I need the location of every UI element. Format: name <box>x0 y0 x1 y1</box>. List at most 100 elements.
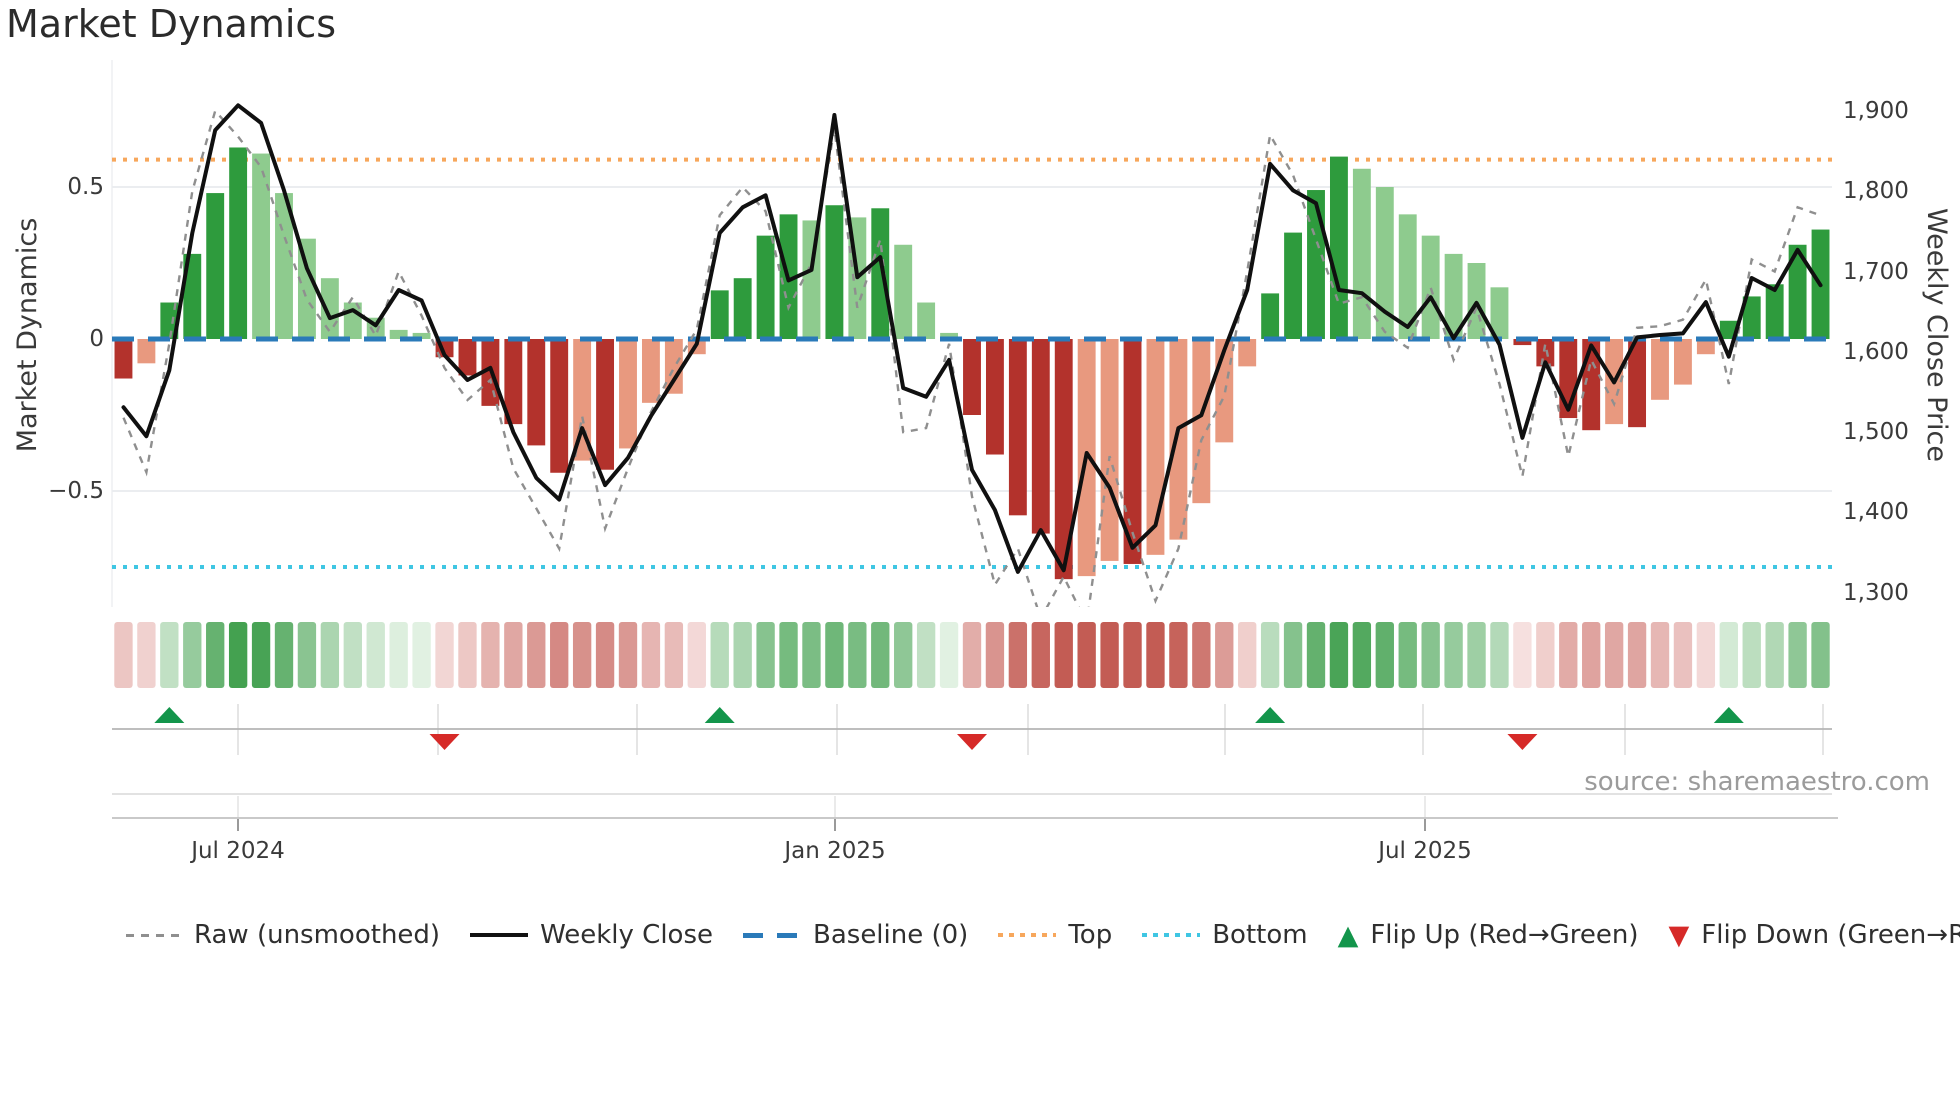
legend-item-6[interactable]: ▼ Flip Down (Green→Red) <box>1669 920 1960 950</box>
heatmap-cell-week59 <box>1444 622 1463 688</box>
heatmap-cell-week36 <box>916 622 936 688</box>
oscillator-bar-week13 <box>389 329 408 339</box>
oscillator-bar-week50 <box>1238 339 1257 367</box>
oscillator-bar-week37 <box>940 332 959 339</box>
heatmap-cell-week72 <box>1742 622 1761 688</box>
oscillator-bar-week24 <box>641 339 660 403</box>
flip-down-marker-0 <box>429 734 460 750</box>
oscillator-bar-week69 <box>1673 339 1692 385</box>
heatmap-cell-week74 <box>1788 622 1807 688</box>
heatmap-cell-week11 <box>343 622 362 688</box>
oscillator-bar-week56 <box>1375 187 1394 339</box>
flip-up-marker-2 <box>1255 707 1286 723</box>
oscillator-bar-week6 <box>229 147 248 339</box>
heatmap-cell-week13 <box>389 622 408 688</box>
oscillator-bar-week25 <box>664 339 683 394</box>
oscillator-bar-week57 <box>1398 214 1417 339</box>
heatmap-cell-week2 <box>137 622 156 688</box>
oscillator-bar-week52 <box>1284 232 1303 339</box>
oscillator-bar-week22 <box>596 339 615 470</box>
heatmap-cell-week73 <box>1765 622 1784 688</box>
close-line-swatch-icon <box>470 933 529 937</box>
heatmap-cell-week37 <box>939 622 959 688</box>
flip-down-marker-2 <box>1507 734 1538 750</box>
heatmap-cell-week16 <box>458 622 477 688</box>
heatmap-cell-week28 <box>733 622 752 688</box>
heatmap-cell-week62 <box>1513 622 1532 688</box>
oscillator-bar-week28 <box>733 278 752 339</box>
oscillator-bar-week21 <box>573 339 592 461</box>
heatmap-cell-week42 <box>1054 622 1073 688</box>
oscillator-bar-week16 <box>458 339 477 376</box>
oscillator-bar-week4 <box>183 253 202 339</box>
legend-item-3[interactable]: Top <box>998 920 1112 950</box>
heatmap-cell-week43 <box>1077 622 1096 688</box>
legend-item-5[interactable]: ▲ Flip Up (Red→Green) <box>1338 920 1639 950</box>
heatmap-cell-week63 <box>1536 622 1555 688</box>
oscillator-bar-week45 <box>1123 339 1142 564</box>
heatmap-cell-week33 <box>848 622 867 688</box>
heatmap-cell-week60 <box>1467 622 1486 688</box>
oscillator-bar-week44 <box>1100 339 1119 561</box>
heatmap-cell-week14 <box>412 622 431 688</box>
legend-item-0[interactable]: Raw (unsmoothed) <box>126 920 440 950</box>
heatmap-cell-week7 <box>251 622 271 688</box>
heatmap-cell-week48 <box>1192 622 1211 688</box>
oscillator-bar-week51 <box>1261 293 1280 339</box>
legend-item-label: Flip Down (Green→Red) <box>1701 920 1960 950</box>
heatmap-cell-week5 <box>206 622 225 688</box>
legend-item-label: Flip Up (Red→Green) <box>1370 920 1639 950</box>
heatmap-cell-week58 <box>1421 622 1440 688</box>
oscillator-bar-week27 <box>710 290 729 339</box>
heatmap-cell-week26 <box>687 622 706 688</box>
flip-up-triangle-icon: ▲ <box>1337 919 1359 951</box>
page-title: Market Dynamics <box>6 2 337 46</box>
right-tick-1800: 1,800 <box>1843 178 1909 205</box>
heatmap-cell-week45 <box>1123 622 1142 688</box>
right-tick-1500: 1,500 <box>1843 419 1909 446</box>
right-tick-1700: 1,700 <box>1843 258 1909 285</box>
oscillator-bar-week47 <box>1169 339 1188 540</box>
heatmap-cell-week57 <box>1398 622 1417 688</box>
heatmap-cell-week21 <box>572 622 592 688</box>
legend-item-4[interactable]: Bottom <box>1142 920 1308 950</box>
heatmap-cell-week39 <box>985 622 1005 688</box>
heatmap-cell-week50 <box>1238 622 1257 688</box>
oscillator-bar-week58 <box>1421 235 1440 339</box>
legend-item-label: Weekly Close <box>540 920 713 950</box>
legend-item-1[interactable]: Weekly Close <box>470 920 713 950</box>
oscillator-bar-week14 <box>412 332 431 339</box>
oscillator-bar-week7 <box>252 153 271 339</box>
oscillator-bar-week19 <box>527 339 546 446</box>
oscillator-bar-week55 <box>1352 168 1371 339</box>
oscillator-bar-week5 <box>206 193 225 339</box>
heatmap-cell-week29 <box>756 622 775 688</box>
oscillator-bar-week34 <box>871 208 890 339</box>
heatmap-cell-week69 <box>1673 622 1693 688</box>
legend-item-label: Baseline (0) <box>813 920 969 950</box>
legend-item-label: Raw (unsmoothed) <box>194 920 441 950</box>
legend-item-2[interactable]: Baseline (0) <box>743 920 968 950</box>
oscillator-bar-week39 <box>985 339 1004 455</box>
heatmap-cell-week68 <box>1650 622 1670 688</box>
heatmap-cell-week9 <box>297 622 317 688</box>
heatmap-cell-week56 <box>1375 622 1394 688</box>
heatmap-cell-week55 <box>1352 622 1372 688</box>
flip-up-marker-1 <box>704 707 735 723</box>
right-tick-1400: 1,400 <box>1843 499 1909 526</box>
heatmap-cell-week51 <box>1260 622 1280 688</box>
source-credit: source: sharemaestro.com <box>1584 767 1930 797</box>
heatmap-cell-week22 <box>595 622 615 688</box>
heatmap-cell-week61 <box>1490 622 1509 688</box>
oscillator-bar-week18 <box>504 339 523 425</box>
oscillator-bar-week38 <box>963 339 981 415</box>
heatmap-cell-week15 <box>435 622 454 688</box>
heatmap-cell-week34 <box>871 622 890 688</box>
heatmap-cell-week3 <box>160 622 179 688</box>
oscillator-bar-week9 <box>297 238 316 339</box>
heatmap-cell-week24 <box>641 622 661 688</box>
flip-up-marker-0 <box>154 707 185 723</box>
heatmap-cell-week71 <box>1719 622 1738 688</box>
legend-item-label: Bottom <box>1212 920 1308 950</box>
